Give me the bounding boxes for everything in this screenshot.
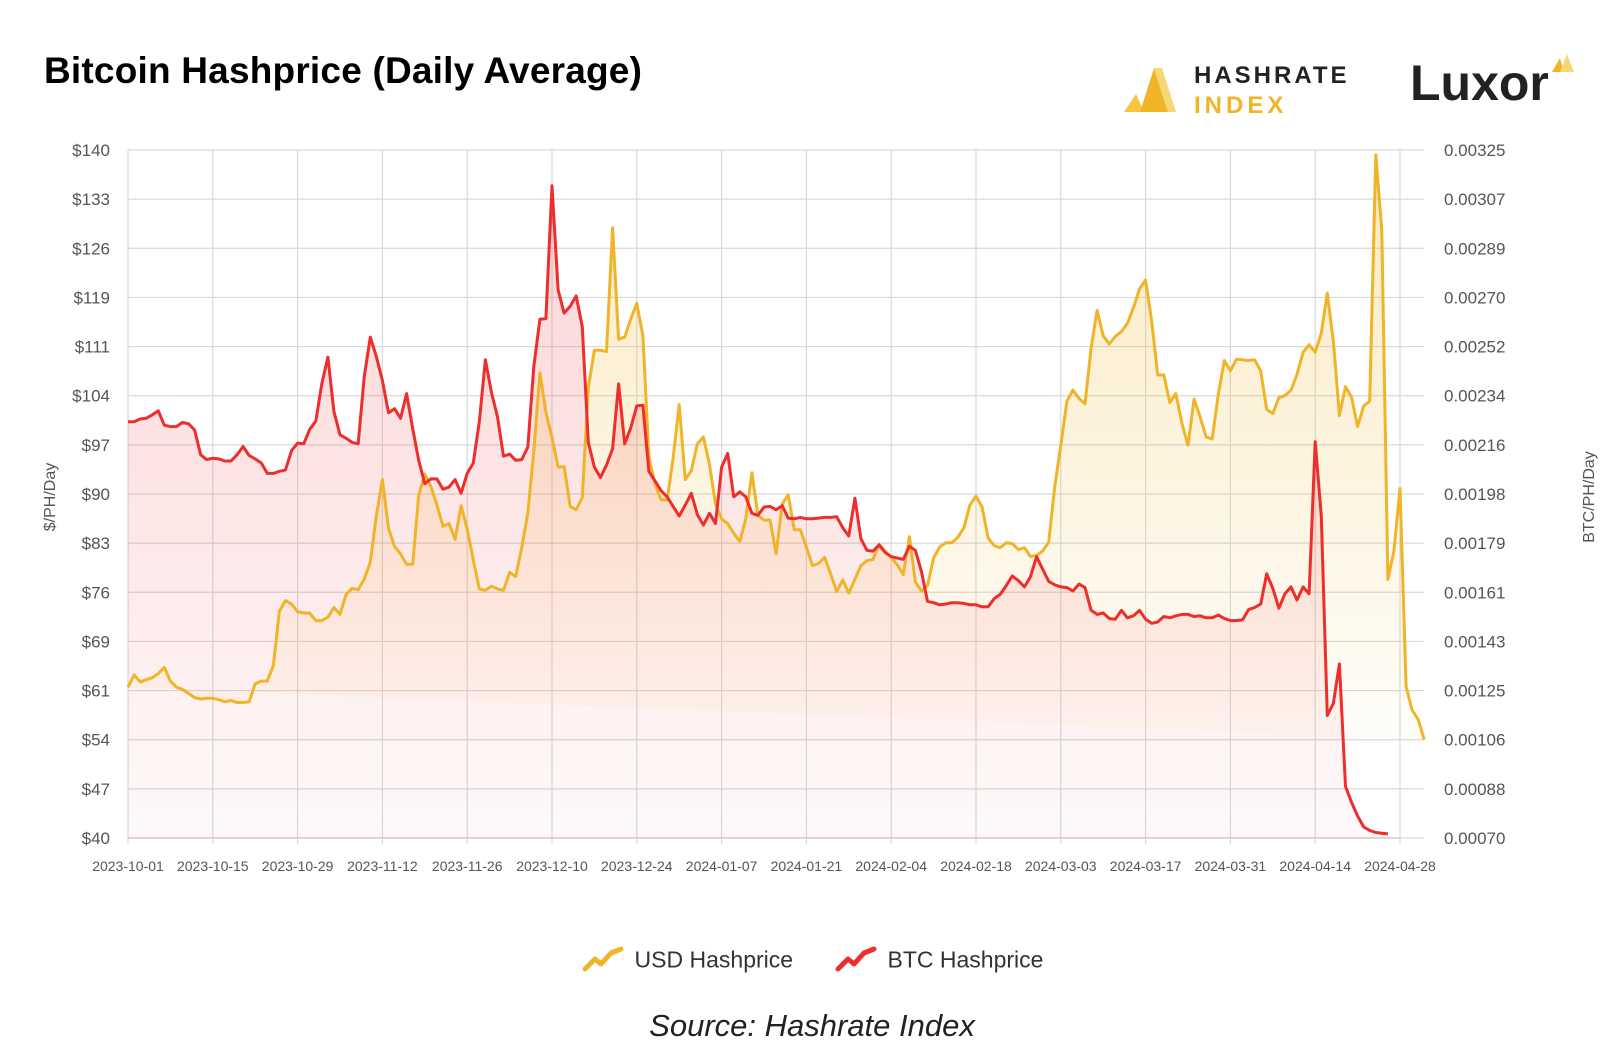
y-left-tick-label: $133 [72, 190, 110, 209]
y-left-tick-label: $104 [72, 387, 110, 406]
y-right-tick-label: 0.00106 [1444, 731, 1505, 750]
luxor-logo: Luxor [1410, 54, 1590, 118]
hashprice-chart: $40 $47 $54 $61 $69 $76 $83 $90 $97 $104 $111 $119 $… [42, 141, 1598, 874]
usd-line-icon [582, 946, 624, 972]
x-tick-label: 2024-03-31 [1195, 858, 1267, 874]
btc-line-icon [835, 946, 876, 972]
y-right-tick-label: 0.00234 [1444, 387, 1505, 406]
chart-areas [128, 154, 1425, 839]
y-right-tick-label: 0.00125 [1444, 682, 1505, 701]
hashrate-index-logo-line2: INDEX [1194, 92, 1288, 119]
legend-label-usd: USD Hashprice [634, 946, 794, 973]
y-right-tick-label: 0.00161 [1444, 583, 1505, 602]
y-left-tick-label: $61 [82, 682, 110, 701]
y-left-tick-label: $97 [82, 436, 110, 455]
y-right-tick-label: 0.00198 [1444, 485, 1505, 504]
x-axis: 2023-10-01 2023-10-15 2023-10-29 2023-11-12… [92, 858, 1436, 874]
y-right-tick-label: 0.00270 [1444, 288, 1505, 307]
x-tick-label: 2023-11-26 [432, 858, 503, 874]
y-right-tick-label: 0.00216 [1444, 436, 1505, 455]
x-tick-label: 2023-10-29 [262, 858, 334, 874]
chart-lines [126, 153, 1426, 836]
x-tick-label: 2024-04-28 [1364, 858, 1436, 874]
x-tick-label: 2024-04-14 [1279, 858, 1351, 874]
y-left-tick-label: $126 [72, 239, 110, 258]
legend-item-usd[interactable]: USD Hashprice [581, 945, 794, 975]
y-left-tick-label: $47 [82, 780, 110, 799]
y-left-tick-label: $83 [82, 534, 110, 553]
chart-legend: USD Hashprice BTC Hashprice [0, 945, 1624, 975]
x-tick-label: 2023-12-24 [601, 858, 673, 874]
y-left-tick-label: $140 [72, 141, 110, 160]
x-tick-label: 2024-02-04 [855, 858, 927, 874]
hashrate-index-logo: HASHRATE INDEX [1118, 60, 1348, 120]
y-right-tick-label: 0.00070 [1444, 829, 1505, 848]
y-left-tick-label: $90 [82, 485, 110, 504]
x-tick-label: 2024-03-17 [1110, 858, 1182, 874]
y-axis-left: $40 $47 $54 $61 $69 $76 $83 $90 $97 $104 $111 $119 $… [72, 141, 110, 848]
y-axis-left-label: $/PH/Day [42, 463, 59, 531]
y-left-tick-label: $111 [75, 338, 110, 357]
area-btc-hashprice [128, 185, 1388, 839]
luxor-logo-icon [1552, 54, 1574, 72]
x-tick-label: 2024-01-21 [771, 858, 843, 874]
legend-item-btc[interactable]: BTC Hashprice [834, 945, 1044, 975]
x-tick-label: 2024-03-03 [1025, 858, 1097, 874]
x-tick-label: 2023-12-10 [516, 858, 588, 874]
x-tick-label: 2024-01-07 [686, 858, 758, 874]
hashrate-index-logo-line1: HASHRATE [1194, 62, 1350, 89]
y-right-tick-label: 0.00289 [1444, 239, 1505, 258]
chart-title: Bitcoin Hashprice (Daily Average) [44, 50, 643, 91]
x-tick-label: 2023-10-15 [177, 858, 249, 874]
y-right-tick-label: 0.00252 [1444, 338, 1505, 357]
y-right-tick-label: 0.00088 [1444, 780, 1505, 799]
y-left-tick-label: $69 [82, 632, 110, 651]
y-left-tick-label: $40 [82, 829, 110, 848]
x-tick-label: 2023-11-12 [347, 858, 418, 874]
y-axis-right-label: BTC/PH/Day [1581, 451, 1598, 543]
y-right-tick-label: 0.00325 [1444, 141, 1505, 160]
hashrate-index-logo-icon [1124, 68, 1176, 112]
line-btc-hashprice[interactable] [128, 184, 1389, 836]
source-caption: Source: Hashrate Index [649, 1008, 975, 1043]
y-left-tick-label: $54 [82, 731, 110, 750]
y-right-tick-label: 0.00307 [1444, 190, 1505, 209]
x-tick-label: 2024-02-18 [940, 858, 1012, 874]
x-tick-label: 2023-10-01 [92, 858, 164, 874]
y-axis-right: 0.00070 0.00088 0.00106 0.00125 0.00143 0.001… [1444, 141, 1505, 848]
y-left-tick-label: $119 [73, 288, 110, 307]
y-right-tick-label: 0.00143 [1444, 632, 1505, 651]
legend-label-btc: BTC Hashprice [887, 946, 1044, 973]
luxor-logo-text: Luxor [1410, 55, 1549, 111]
y-left-tick-label: $76 [82, 583, 110, 602]
y-right-tick-label: 0.00179 [1444, 534, 1505, 553]
